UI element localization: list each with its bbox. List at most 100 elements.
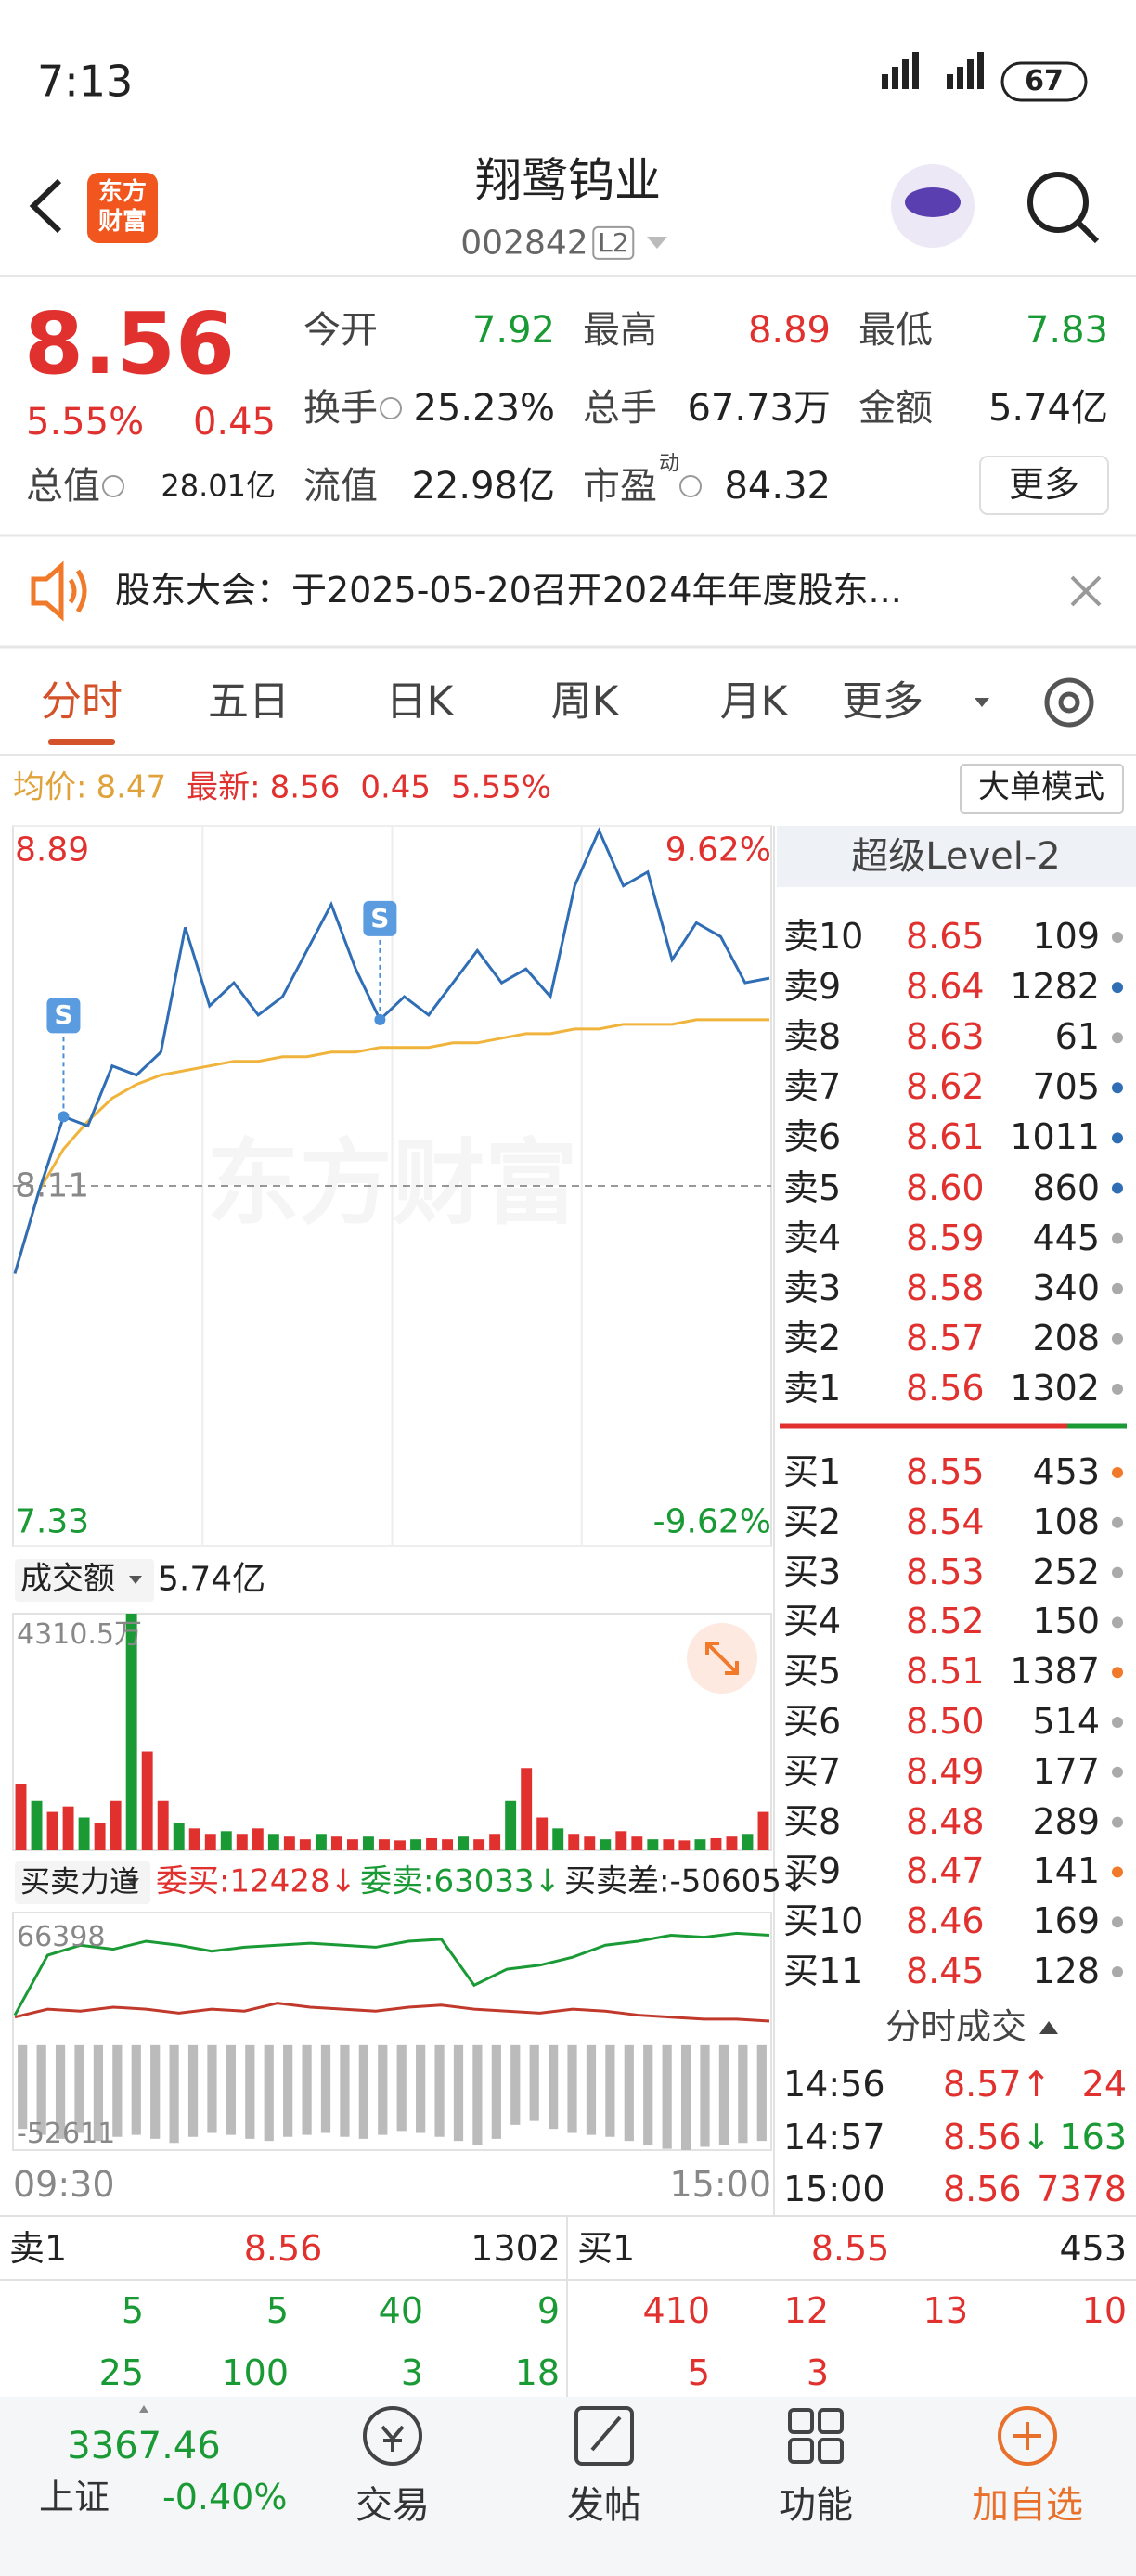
stat-label: 金额 bbox=[858, 387, 933, 430]
bid-label: 买3 bbox=[783, 1551, 842, 1592]
code-dropdown[interactable] bbox=[647, 237, 667, 249]
level-dot bbox=[1112, 1383, 1123, 1395]
ask-volume: 340 bbox=[1032, 1267, 1100, 1308]
volume-label[interactable]: 成交额 bbox=[20, 1560, 115, 1598]
bid1-price: 8.55 bbox=[810, 2228, 890, 2270]
nav-item[interactable]: 交易 bbox=[355, 2484, 430, 2527]
stat-value: 7.83 bbox=[1025, 309, 1108, 352]
bid-volume: 514 bbox=[1032, 1701, 1100, 1743]
tab[interactable]: 分时 bbox=[41, 677, 123, 726]
stat-value: 67.73万 bbox=[687, 387, 831, 430]
ask-volume: 1282 bbox=[1010, 966, 1100, 1008]
legend-item: 8.47 bbox=[96, 768, 167, 806]
ask-label: 卖8 bbox=[783, 1016, 842, 1058]
volume-bar bbox=[505, 1800, 517, 1850]
tab[interactable]: 五日 bbox=[208, 677, 290, 726]
bid-price: 8.46 bbox=[906, 1900, 985, 1942]
volume-bar bbox=[615, 1831, 627, 1850]
bid-label: 买6 bbox=[783, 1701, 842, 1743]
nav-item[interactable]: 加自选 bbox=[972, 2484, 1083, 2527]
volume-bar bbox=[236, 1834, 248, 1850]
back-button[interactable] bbox=[29, 178, 62, 234]
y-tick-label: 7.33 bbox=[15, 1502, 90, 1541]
ask-label: 卖1 bbox=[783, 1368, 842, 1410]
more-button-label[interactable]: 更多 bbox=[1008, 464, 1080, 506]
trades-toggle[interactable] bbox=[1039, 2021, 1058, 2034]
mode-button[interactable] bbox=[960, 764, 1124, 814]
volume-bar bbox=[742, 1834, 754, 1850]
bid-queue-item: 13 bbox=[923, 2290, 968, 2332]
ask-volume: 208 bbox=[1032, 1317, 1100, 1359]
tab[interactable]: 更多 bbox=[842, 677, 923, 726]
volume-bar bbox=[188, 1828, 200, 1850]
ask1-price: 8.56 bbox=[243, 2228, 323, 2270]
volume-bar bbox=[330, 1836, 342, 1850]
avatar-visor bbox=[905, 187, 961, 217]
bid-volume: 252 bbox=[1032, 1551, 1100, 1592]
ask-volume: 61 bbox=[1054, 1016, 1100, 1058]
logo bbox=[87, 173, 158, 243]
volume-bar bbox=[489, 1834, 501, 1850]
volume-bar bbox=[62, 1806, 74, 1850]
more-button[interactable] bbox=[979, 456, 1109, 515]
volume-bar bbox=[252, 1828, 264, 1850]
stat-value: 84.32 bbox=[724, 465, 831, 508]
stat-superscript: 动 bbox=[659, 452, 680, 476]
trade-arrow: ↑ bbox=[1021, 2064, 1052, 2106]
ask-label: 卖9 bbox=[783, 966, 842, 1008]
marker-label: S bbox=[54, 999, 73, 1031]
volume-total: 5.74亿 bbox=[158, 1560, 266, 1599]
level-dot bbox=[1112, 1232, 1123, 1244]
tab[interactable]: 日K bbox=[385, 677, 454, 726]
ask-volume: 1302 bbox=[1010, 1368, 1100, 1410]
mode-button-label[interactable]: 大单模式 bbox=[978, 768, 1104, 806]
avg-price-line bbox=[13, 1018, 769, 1274]
price-line bbox=[13, 827, 770, 1274]
marker-badge bbox=[46, 998, 81, 1034]
trade-time: 14:57 bbox=[783, 2116, 885, 2157]
volume-max-label: 4310.5万 bbox=[17, 1617, 142, 1651]
volume-bar bbox=[552, 1828, 564, 1850]
index-value: 3367.46 bbox=[67, 2425, 221, 2467]
search-handle bbox=[1076, 220, 1100, 244]
nav-item[interactable]: 发帖 bbox=[567, 2484, 641, 2527]
entrust-sell: 委卖:63033↓ bbox=[360, 1862, 562, 1900]
stat-value: 22.98亿 bbox=[411, 465, 555, 508]
bid-price: 8.54 bbox=[906, 1501, 985, 1542]
ask-label: 卖2 bbox=[783, 1317, 842, 1359]
level-dot bbox=[1112, 932, 1123, 943]
level-dot bbox=[1112, 1182, 1123, 1194]
tab[interactable]: 月K bbox=[719, 677, 788, 726]
nav-item[interactable]: 功能 bbox=[779, 2484, 853, 2527]
volume-bar bbox=[299, 1839, 311, 1850]
info-icon bbox=[679, 475, 702, 497]
marker-dot bbox=[374, 1013, 386, 1025]
trades-title[interactable]: 分时成交 bbox=[884, 2006, 1027, 2048]
bottom-nav bbox=[0, 2397, 1136, 2576]
level-dot bbox=[1112, 1667, 1123, 1679]
volume-bar bbox=[584, 1836, 596, 1850]
settings-button[interactable] bbox=[1044, 677, 1094, 728]
volume-header-box[interactable] bbox=[15, 1559, 154, 1602]
ask-volume: 860 bbox=[1032, 1166, 1100, 1208]
trade-volume: 7378 bbox=[1037, 2169, 1127, 2210]
ask-price: 8.62 bbox=[906, 1066, 985, 1108]
volume-bar bbox=[757, 1811, 769, 1850]
level-dot bbox=[1112, 1467, 1123, 1478]
ask1-label: 卖1 bbox=[9, 2228, 68, 2270]
ask-volume: 109 bbox=[1032, 916, 1100, 958]
notice-close[interactable] bbox=[1070, 575, 1102, 607]
volume-bar bbox=[678, 1840, 691, 1850]
notice-text: 股东大会：于2025-05-20召开2024年年度股东... bbox=[115, 570, 902, 612]
bid-label: 买8 bbox=[783, 1800, 842, 1842]
legend-item: 均价: bbox=[13, 768, 87, 806]
search-button[interactable] bbox=[1027, 172, 1089, 233]
add-watch-icon[interactable] bbox=[998, 2406, 1057, 2466]
force-label[interactable]: 买卖力道 bbox=[20, 1863, 140, 1900]
tab[interactable]: 周K bbox=[550, 677, 619, 726]
force-header-box[interactable] bbox=[15, 1861, 150, 1904]
stat-label: 最低 bbox=[858, 309, 933, 352]
legend-item: 5.55% bbox=[451, 768, 552, 806]
volume-bar bbox=[204, 1834, 216, 1850]
volume-bar bbox=[141, 1751, 153, 1850]
